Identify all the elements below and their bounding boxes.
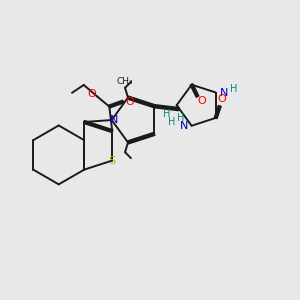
Text: H: H — [177, 113, 184, 123]
Text: O: O — [217, 94, 226, 104]
Text: N: N — [219, 88, 228, 98]
Text: N: N — [110, 115, 118, 125]
Text: O: O — [125, 97, 134, 106]
Text: S: S — [109, 155, 116, 166]
Text: O: O — [87, 89, 96, 99]
Text: CH₃: CH₃ — [117, 77, 133, 86]
Text: H: H — [168, 117, 176, 127]
Text: H: H — [163, 109, 170, 119]
Text: H: H — [230, 84, 237, 94]
Text: N: N — [180, 121, 188, 131]
Text: O: O — [197, 96, 206, 106]
